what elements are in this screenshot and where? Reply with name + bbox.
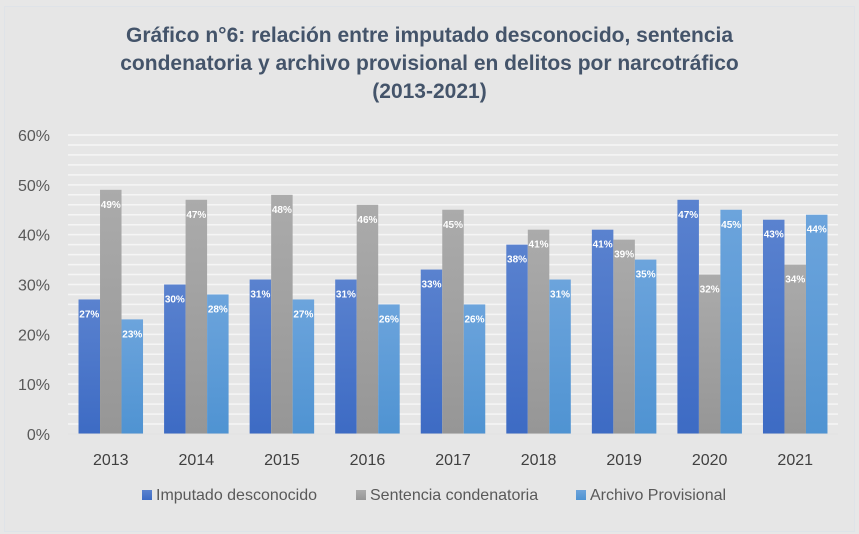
y-axis: 0% 10% 20% 30% 40% 50% 60%	[18, 128, 50, 444]
data-label: 30%	[165, 295, 185, 306]
x-tick-label: 2019	[606, 452, 642, 469]
y-tick-label: 60%	[18, 128, 50, 145]
data-label: 23%	[122, 329, 142, 340]
bar-sentencia-condenatoria-2018	[527, 229, 550, 434]
chart-title-line-3: (2013-2021)	[372, 80, 487, 103]
bar-imputado-desconocido-2017	[420, 269, 443, 434]
legend-swatch	[356, 490, 366, 500]
x-tick-label: 2014	[179, 452, 215, 469]
x-tick-label: 2017	[435, 452, 471, 469]
data-label: 35%	[636, 270, 656, 281]
data-label: 38%	[507, 255, 527, 266]
bar-imputado-desconocido-2015	[249, 279, 272, 434]
bar-archivo-provisional-2014	[207, 294, 229, 434]
data-label: 46%	[357, 215, 377, 226]
y-tick-label: 0%	[27, 427, 50, 444]
chart-frame	[4, 6, 855, 532]
data-label: 31%	[336, 290, 356, 301]
data-label: 41%	[593, 240, 613, 251]
x-tick-label: 2018	[521, 452, 557, 469]
y-tick-label: 10%	[18, 377, 50, 394]
y-tick-label: 50%	[18, 178, 50, 195]
chart-title-line-1: Gráfico n°6: relación entre imputado des…	[125, 24, 734, 47]
data-label: 47%	[186, 210, 206, 221]
data-label: 31%	[550, 290, 570, 301]
chart-title: Gráfico n°6: relación entre imputado des…	[0, 22, 859, 106]
bar-archivo-provisional-2015	[292, 299, 315, 434]
chart-title-line-2: condenatoria y archivo provisional en de…	[120, 52, 739, 75]
bar-archivo-provisional-2021	[805, 214, 828, 434]
bar-archivo-provisional-2017	[463, 304, 486, 434]
bar-imputado-desconocido-2018	[506, 244, 528, 434]
bar-sentencia-condenatoria-2019	[613, 239, 635, 434]
bar-sentencia-condenatoria-2021	[784, 264, 806, 434]
data-label: 43%	[764, 230, 784, 241]
data-label: 26%	[379, 314, 399, 325]
data-label: 47%	[678, 210, 698, 221]
legend: Imputado desconocido Sentencia condenator…	[142, 487, 726, 504]
data-label: 33%	[421, 280, 441, 291]
y-tick-label: 40%	[18, 228, 50, 245]
bar-sentencia-condenatoria-2017	[442, 209, 464, 434]
bar-archivo-provisional-2013	[121, 319, 144, 434]
legend-label: Imputado desconocido	[156, 487, 317, 504]
data-label: 45%	[721, 220, 741, 231]
data-label: 28%	[208, 304, 228, 315]
data-label: 32%	[700, 285, 720, 296]
data-label: 41%	[529, 240, 549, 251]
legend-label: Archivo Provisional	[590, 487, 726, 504]
bar-imputado-desconocido-2020	[677, 199, 699, 434]
bar-archivo-provisional-2019	[634, 259, 657, 434]
x-axis: 2013 2014 2015 2016 2017 2018 2019 2020 2021	[68, 433, 838, 469]
y-tick-label: 30%	[18, 278, 50, 295]
data-label: 31%	[250, 290, 270, 301]
bar-imputado-desconocido-2019	[591, 229, 614, 434]
legend-label: Sentencia condenatoria	[370, 487, 538, 504]
x-tick-label: 2016	[350, 452, 386, 469]
data-label: 34%	[785, 275, 805, 286]
bar-imputado-desconocido-2013	[78, 299, 101, 434]
bar-sentencia-condenatoria-2014	[185, 199, 208, 434]
bar-sentencia-condenatoria-2016	[356, 204, 379, 434]
x-tick-label: 2020	[692, 452, 728, 469]
bar-imputado-desconocido-2021	[762, 219, 785, 434]
data-label: 39%	[614, 250, 634, 261]
bar-sentencia-condenatoria-2015	[271, 194, 293, 434]
bar-archivo-provisional-2020	[720, 209, 742, 434]
x-tick-label: 2015	[264, 452, 300, 469]
bars	[78, 189, 828, 434]
bar-imputado-desconocido-2014	[164, 284, 186, 434]
data-label: 27%	[293, 309, 313, 320]
data-label: 48%	[272, 205, 292, 216]
bar-sentencia-condenatoria-2013	[100, 189, 122, 434]
x-tick-label: 2013	[93, 452, 129, 469]
legend-swatch	[576, 490, 586, 500]
y-tick-label: 20%	[18, 327, 50, 344]
bar-sentencia-condenatoria-2020	[698, 274, 721, 434]
data-label: 49%	[101, 200, 121, 211]
bar-imputado-desconocido-2016	[335, 279, 357, 434]
x-tick-label: 2021	[777, 452, 813, 469]
data-labels: 27% 49% 23% 30% 47% 28% 31% 48% 27% 31% 46% 26% 33% 4…	[79, 200, 827, 341]
data-label: 44%	[807, 225, 827, 236]
bar-archivo-provisional-2016	[378, 304, 400, 434]
data-label: 45%	[443, 220, 463, 231]
legend-swatch	[142, 490, 152, 500]
bar-archivo-provisional-2018	[549, 279, 571, 434]
data-label: 27%	[79, 309, 99, 320]
data-label: 26%	[464, 314, 484, 325]
